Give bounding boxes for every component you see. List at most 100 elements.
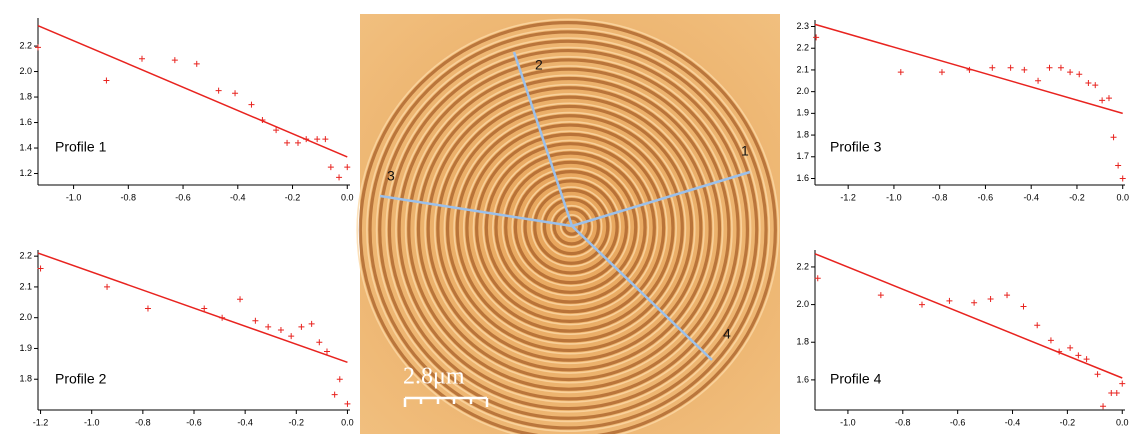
x-tick-label: -1.0: [66, 192, 82, 202]
y-tick-label: 1.6: [796, 173, 809, 183]
point: [252, 318, 258, 324]
point: [194, 61, 200, 67]
point: [232, 90, 238, 96]
annotation: Profile 4: [830, 371, 882, 387]
y-tick-label: 1.4: [19, 142, 32, 152]
x-tick-label: -0.2: [289, 417, 305, 427]
y-tick-label: 1.2: [19, 168, 32, 178]
annotation: Profile 3: [830, 139, 882, 155]
point: [145, 305, 151, 311]
point: [172, 57, 178, 63]
fit-line: [815, 254, 1122, 378]
fit-line: [815, 24, 1123, 113]
y-tick-label: 1.7: [796, 151, 809, 161]
point: [813, 34, 819, 40]
point: [344, 401, 350, 407]
point: [216, 88, 222, 94]
scale-bar-label: 2.8μm: [403, 364, 465, 390]
point: [1111, 134, 1117, 140]
y-tick-label: 1.8: [19, 91, 32, 101]
point: [332, 392, 338, 398]
y-tick-label: 2.0: [19, 66, 32, 76]
x-tick-label: -0.4: [237, 417, 253, 427]
x-tick-label: -0.4: [1005, 417, 1021, 427]
x-tick-label: -1.0: [84, 417, 100, 427]
point: [314, 136, 320, 142]
point: [337, 376, 343, 382]
x-tick-label: -1.2: [33, 417, 49, 427]
fit-line: [38, 26, 347, 157]
point: [988, 296, 994, 302]
y-tick-label: 2.2: [19, 40, 32, 50]
point: [248, 102, 254, 108]
point: [1058, 65, 1064, 71]
x-tick-label: 0.0: [1116, 192, 1129, 202]
y-tick-label: 2.0: [19, 312, 32, 322]
y-tick-label: 2.1: [796, 64, 809, 74]
y-tick-label: 1.9: [796, 108, 809, 118]
point: [1119, 381, 1125, 387]
point: [946, 298, 952, 304]
point: [288, 333, 294, 339]
point: [1114, 390, 1120, 396]
x-tick-label: 0.0: [341, 192, 354, 202]
x-tick-label: -0.8: [932, 192, 948, 202]
point: [1092, 82, 1098, 88]
point: [1084, 356, 1090, 362]
point: [1004, 292, 1010, 298]
point: [298, 324, 304, 330]
point: [265, 324, 271, 330]
point: [139, 56, 145, 62]
point: [103, 77, 109, 83]
point: [295, 140, 301, 146]
x-tick-label: -0.8: [895, 417, 911, 427]
x-tick-label: -0.4: [230, 192, 246, 202]
x-tick-label: -0.6: [175, 192, 191, 202]
point: [336, 174, 342, 180]
y-tick-label: 2.1: [19, 281, 32, 291]
x-tick-label: -0.6: [978, 192, 994, 202]
point: [316, 339, 322, 345]
y-tick-label: 1.6: [796, 374, 809, 384]
point: [1099, 97, 1105, 103]
point: [322, 136, 328, 142]
point: [971, 300, 977, 306]
x-tick-label: -0.6: [950, 417, 966, 427]
y-tick-label: 2.2: [796, 261, 809, 271]
x-tick-label: -0.8: [121, 192, 137, 202]
x-tick-label: -0.2: [1060, 417, 1076, 427]
point: [35, 44, 41, 50]
point: [1115, 162, 1121, 168]
chart: -1.2-1.0-0.8-0.6-0.4-0.20.01.61.71.81.92…: [796, 20, 1128, 202]
point: [1067, 345, 1073, 351]
x-tick-label: -0.2: [1069, 192, 1085, 202]
fit-line: [38, 253, 347, 362]
point: [1085, 80, 1091, 86]
y-tick-label: 1.8: [19, 374, 32, 384]
line-label: 4: [723, 326, 731, 342]
point: [1106, 95, 1112, 101]
chart: -1.0-0.8-0.6-0.4-0.20.01.21.41.61.82.02.…: [19, 18, 353, 202]
y-tick-label: 2.2: [19, 251, 32, 261]
point: [104, 284, 110, 290]
y-tick-label: 1.8: [796, 129, 809, 139]
point: [1095, 371, 1101, 377]
x-tick-label: 0.0: [1116, 417, 1129, 427]
point: [939, 69, 945, 75]
x-tick-label: -1.0: [840, 417, 856, 427]
annotation: Profile 1: [55, 139, 107, 155]
point: [1035, 78, 1041, 84]
point: [919, 302, 925, 308]
x-tick-label: 0.0: [341, 417, 354, 427]
point: [284, 140, 290, 146]
point: [898, 69, 904, 75]
point: [1120, 175, 1126, 181]
figure: 1 2 3 4 2.8μm -1.0-0.8-0.6-0.4-0.20.01.2…: [0, 0, 1131, 434]
y-tick-label: 2.0: [796, 86, 809, 96]
y-tick-label: 1.9: [19, 343, 32, 353]
x-tick-label: -0.6: [186, 417, 202, 427]
point: [1008, 65, 1014, 71]
y-tick-label: 2.0: [796, 299, 809, 309]
point: [1047, 65, 1053, 71]
